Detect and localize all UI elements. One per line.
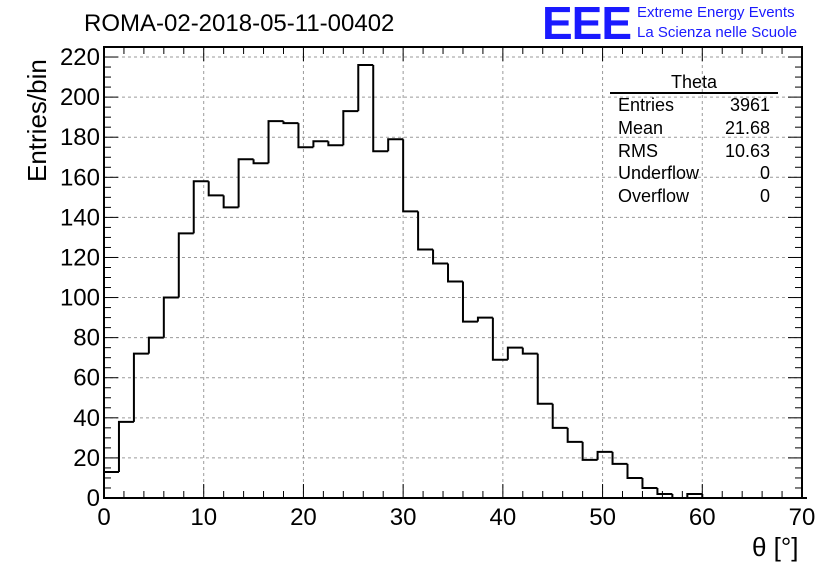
histogram-bin [177,232,194,298]
histogram-bin [297,123,314,149]
histogram-bin [147,336,164,354]
y-tick-label: 60 [73,365,100,392]
histogram-bin [656,487,673,495]
stats-box: Theta Entries 3961 Mean 21.68 RMS 10.63 … [610,72,778,208]
stats-value: 3961 [729,95,770,115]
histogram-bin [192,180,209,234]
histogram-bin [521,347,538,355]
histogram-bin [626,463,643,479]
histogram-bin [327,141,344,147]
y-tick-label: 80 [73,325,100,352]
histogram-bin [132,352,149,422]
histogram-bin [581,441,598,461]
stats-label: Entries [618,95,675,115]
logo-line-1: Extreme Energy Events [637,4,795,21]
y-tick-label: 200 [60,84,100,111]
stats-row-overflow: Overflow 0 [610,185,778,208]
histogram-bin [417,211,434,251]
y-tick-label: 40 [73,405,100,432]
y-axis-title: Entries/bin [22,59,52,182]
stats-row-mean: Mean 21.68 [610,117,778,140]
logo-line-2: La Scienza nelle Scuole [637,24,798,41]
plot-frame [103,46,803,499]
stats-label: Overflow [618,186,690,207]
histogram-bin [432,249,449,265]
histogram-bin [357,64,374,112]
stats-value: 21.68 [724,117,770,138]
stats-row-rms: RMS 10.63 [610,140,778,163]
grid-lines [104,47,802,498]
stats-value: 0 [759,163,770,184]
x-tick-label: 10 [190,504,217,531]
x-tick-label: 50 [589,504,616,531]
y-tick-label: 220 [60,44,100,71]
histogram-bin [686,492,703,498]
histogram-bin [117,420,134,472]
tick-labels: 0 10 20 30 40 50 60 70 0 20 40 60 80 100 120 140 160 180 2… [60,44,815,531]
histogram-bars [103,64,807,499]
histogram-bin [402,139,419,213]
histogram-bin [282,121,299,125]
histogram-bin [476,316,493,322]
stats-row-entries: Entries 3961 [610,94,778,117]
histogram-bin [566,427,583,443]
run-title: ROMA-02-2018-05-11-00402 [84,10,395,37]
histogram-bin [611,451,628,465]
histogram-bin [237,158,254,208]
y-tick-label: 20 [73,445,100,472]
stats-title: Theta [610,72,778,94]
y-tick-label: 100 [60,285,100,312]
y-tick-label: 180 [60,124,100,151]
stats-label: Mean [618,117,664,138]
x-tick-label: 60 [689,504,716,531]
x-tick-label: 0 [97,504,110,531]
eee-logo: EEE [542,0,632,49]
histogram-bin [641,477,658,489]
histogram-bin [207,181,224,197]
histogram-bin [222,195,239,209]
y-tick-label: 0 [87,485,100,512]
stats-row-underflow: Underflow 0 [610,162,778,185]
histogram-bin [342,110,359,146]
histogram-bin [447,263,463,283]
stats-label: RMS [618,140,658,161]
y-tick-label: 140 [60,204,100,231]
histogram-bin [372,65,389,153]
x-tick-label: 70 [789,504,816,531]
histogram-bin [103,470,119,498]
histogram-bin [252,159,269,165]
stats-label: Underflow [618,163,700,184]
histogram-bin [162,296,179,338]
x-tick-label: 20 [290,504,317,531]
x-axis-title: θ [°] [752,532,799,562]
stats-value: 10.63 [724,140,770,161]
histogram-bin [461,281,478,323]
histogram-bin [536,353,553,405]
x-tick-label: 30 [390,504,417,531]
y-tick-label: 160 [60,164,100,191]
histogram-bin [596,450,613,460]
histogram-bin [491,317,508,361]
histogram-bin [506,346,523,360]
histogram-bin [267,120,284,164]
y-tick-label: 120 [60,244,100,271]
stats-value: 0 [759,186,770,207]
axis-ticks [103,46,803,499]
histogram-bin [387,138,404,152]
histogram-bin [551,403,568,429]
histogram-bin [312,140,329,148]
x-tick-label: 40 [490,504,517,531]
